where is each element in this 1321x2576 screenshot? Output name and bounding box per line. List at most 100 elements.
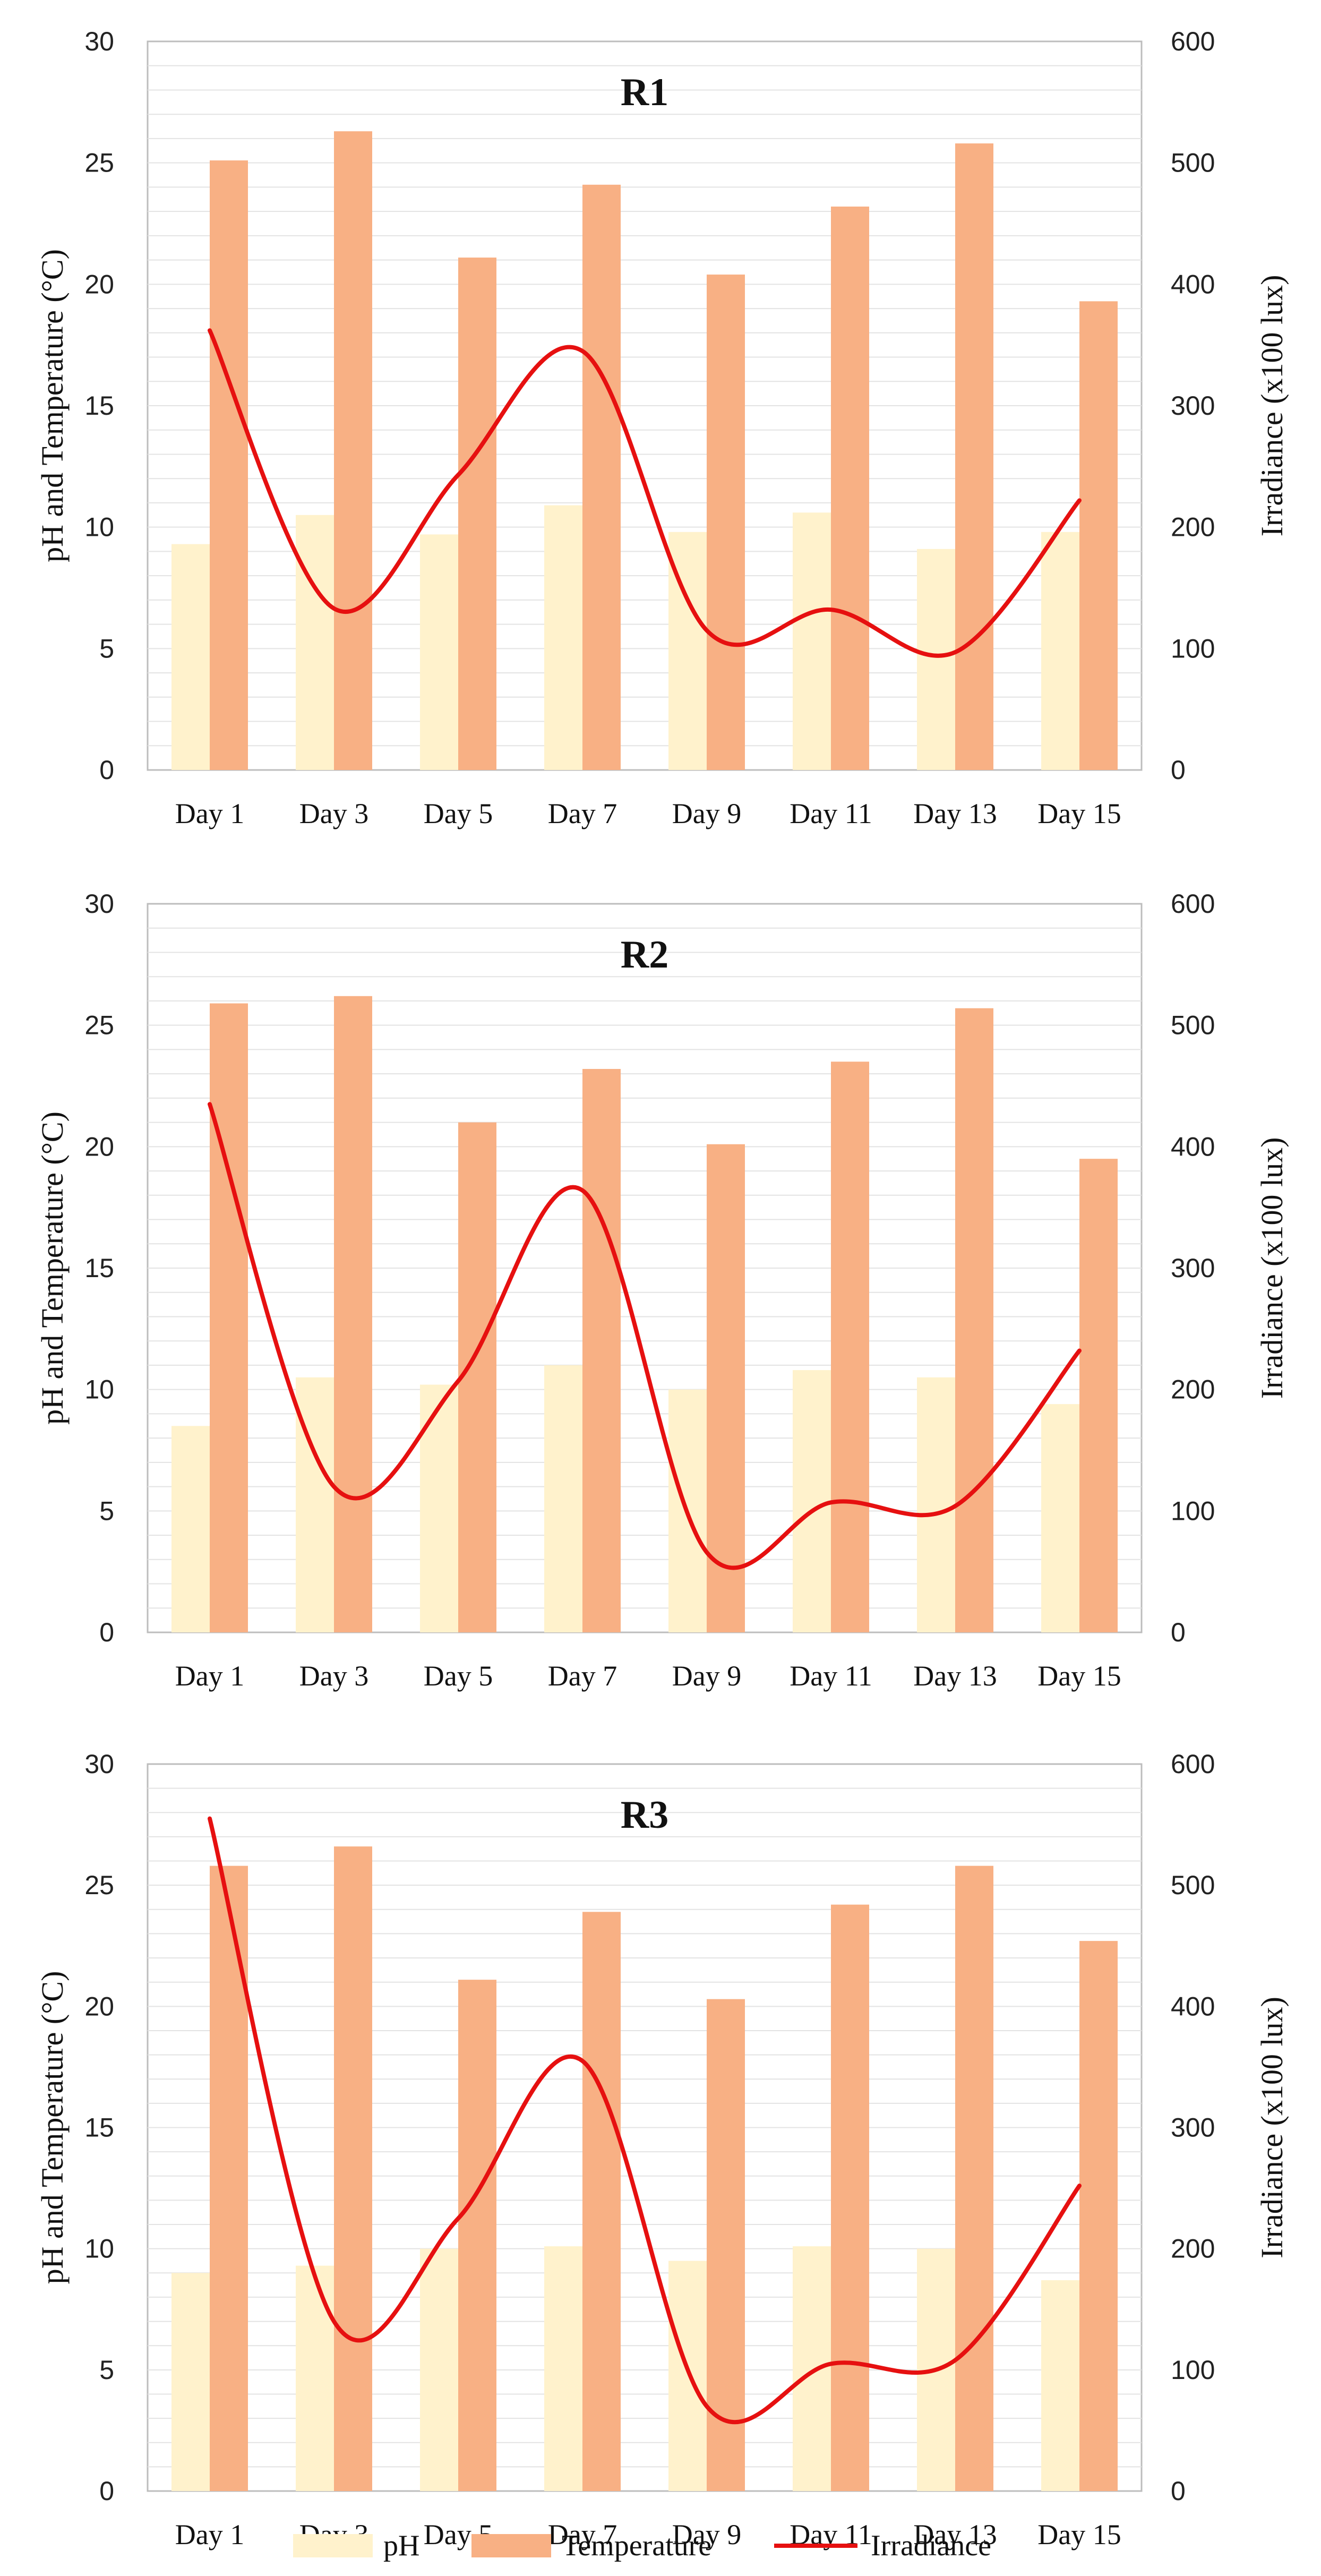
left-tick-label: 30 xyxy=(84,1749,114,1779)
left-tick-label: 30 xyxy=(84,889,114,919)
bar-ph xyxy=(917,1377,955,1632)
category-label: Day 1 xyxy=(175,798,244,829)
left-tick-label: 10 xyxy=(84,2234,114,2264)
bar-temperature xyxy=(831,206,869,770)
left-tick-label: 15 xyxy=(84,1253,114,1283)
left-tick-label: 30 xyxy=(84,27,114,56)
right-axis-title: Irradiance (x100 lux) xyxy=(1255,1997,1289,2258)
category-label: Day 15 xyxy=(1037,798,1121,829)
right-tick-label: 200 xyxy=(1171,2234,1215,2264)
bar-temperature xyxy=(582,1068,621,1632)
bar-temperature xyxy=(831,1062,869,1632)
bar-temperature xyxy=(955,143,993,771)
left-tick-label: 20 xyxy=(84,1991,114,2021)
category-label: Day 13 xyxy=(913,798,997,829)
bar-temperature xyxy=(707,1144,745,1632)
bar-ph xyxy=(793,2246,831,2491)
left-tick-label: 0 xyxy=(99,755,114,785)
category-label: Day 5 xyxy=(424,798,493,829)
category-label: Day 7 xyxy=(548,1660,617,1692)
left-tick-label: 5 xyxy=(99,1496,114,1526)
right-tick-label: 500 xyxy=(1171,1011,1215,1040)
bar-ph xyxy=(1041,532,1079,770)
left-tick-label: 10 xyxy=(84,512,114,542)
left-tick-label: 25 xyxy=(84,148,114,178)
bar-temperature xyxy=(458,1122,496,1632)
category-label: Day 1 xyxy=(175,2519,244,2551)
category-label: Day 3 xyxy=(299,798,368,829)
category-label: Day 9 xyxy=(672,2519,741,2551)
bar-ph xyxy=(544,1365,582,1632)
irradiance-line xyxy=(208,328,1082,658)
bar-ph xyxy=(917,549,955,770)
bar-ph xyxy=(1041,2280,1079,2491)
irradiance-line xyxy=(208,1816,1082,2424)
bar-temperature xyxy=(1079,1941,1118,2491)
chart-title: R2 xyxy=(621,933,668,977)
right-tick-label: 400 xyxy=(1171,1991,1215,2021)
legend-ph-label: pH xyxy=(383,2529,419,2562)
bar-temperature xyxy=(334,1846,372,2491)
legend-temperature-swatch xyxy=(471,2534,551,2557)
bar-temperature xyxy=(1079,301,1118,770)
left-tick-label: 25 xyxy=(84,1870,114,1900)
bar-ph xyxy=(420,2248,458,2491)
left-tick-label: 15 xyxy=(84,391,114,421)
right-tick-label: 600 xyxy=(1171,1749,1215,1779)
left-tick-label: 5 xyxy=(99,2355,114,2385)
right-tick-label: 300 xyxy=(1171,1253,1215,1283)
category-label: Day 11 xyxy=(790,798,872,829)
bar-ph xyxy=(544,505,582,770)
left-tick-label: 20 xyxy=(84,1132,114,1161)
legend-temperature-label: Temperature xyxy=(562,2529,711,2562)
category-label: Day 11 xyxy=(790,1660,872,1692)
right-axis-title: Irradiance (x100 lux) xyxy=(1255,1137,1289,1399)
right-tick-label: 100 xyxy=(1171,634,1215,663)
bar-ph xyxy=(420,1384,458,1632)
right-tick-label: 0 xyxy=(1171,755,1186,785)
category-label: Day 7 xyxy=(548,798,617,829)
bar-temperature xyxy=(210,1003,248,1632)
bar-temperature xyxy=(707,275,745,770)
right-tick-label: 500 xyxy=(1171,148,1215,178)
chart-title: R3 xyxy=(621,1793,668,1837)
left-tick-label: 0 xyxy=(99,2476,114,2506)
right-tick-label: 200 xyxy=(1171,512,1215,542)
bar-temperature xyxy=(955,1865,993,2491)
right-tick-label: 500 xyxy=(1171,1870,1215,1900)
irradiance-line xyxy=(208,1102,1082,1570)
right-tick-label: 0 xyxy=(1171,1618,1186,1647)
chart-title: R1 xyxy=(621,71,668,114)
bar-ph xyxy=(296,2265,334,2491)
right-axis-title: Irradiance (x100 lux) xyxy=(1255,275,1289,537)
left-tick-label: 5 xyxy=(99,634,114,663)
right-tick-label: 600 xyxy=(1171,27,1215,56)
category-label: Day 9 xyxy=(672,1660,741,1692)
legend: pH Temperature Irradiance xyxy=(293,2529,991,2562)
right-tick-label: 0 xyxy=(1171,2476,1186,2506)
bar-temperature xyxy=(707,1999,745,2491)
bar-ph xyxy=(171,1426,210,1632)
category-label: Day 5 xyxy=(424,1660,493,1692)
bar-ph xyxy=(793,1370,831,1632)
right-tick-label: 400 xyxy=(1171,269,1215,299)
category-label: Day 1 xyxy=(175,1660,244,1692)
left-axis-title: pH and Temperature (°C) xyxy=(35,1971,70,2284)
bar-temperature xyxy=(334,996,372,1632)
left-tick-label: 20 xyxy=(84,269,114,299)
bar-ph xyxy=(668,2261,707,2491)
legend-ph-swatch xyxy=(293,2534,373,2557)
category-label: Day 9 xyxy=(672,798,741,829)
bar-temperature xyxy=(458,258,496,770)
left-tick-label: 0 xyxy=(99,1618,114,1647)
legend-irradiance-label: Irradiance xyxy=(871,2529,991,2562)
bar-temperature xyxy=(334,131,372,770)
right-tick-label: 400 xyxy=(1171,1132,1215,1161)
left-axis-title: pH and Temperature (°C) xyxy=(35,249,70,562)
category-label: Day 3 xyxy=(299,1660,368,1692)
right-tick-label: 300 xyxy=(1171,391,1215,421)
